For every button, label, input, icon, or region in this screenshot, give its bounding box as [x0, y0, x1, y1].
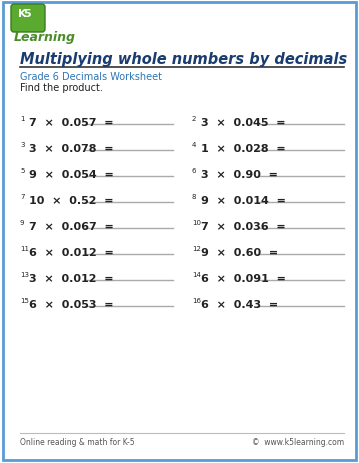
Text: 7: 7 — [20, 194, 24, 200]
Text: 9: 9 — [20, 219, 24, 225]
Text: 10: 10 — [192, 219, 201, 225]
Text: 6: 6 — [192, 168, 196, 174]
Text: 3  ×  0.078  =: 3 × 0.078 = — [29, 144, 113, 154]
FancyBboxPatch shape — [11, 5, 45, 33]
Text: Multiplying whole numbers by decimals: Multiplying whole numbers by decimals — [20, 52, 347, 67]
Text: Grade 6 Decimals Worksheet: Grade 6 Decimals Worksheet — [20, 72, 162, 82]
Text: 16: 16 — [192, 297, 201, 303]
Text: 1  ×  0.028  =: 1 × 0.028 = — [201, 144, 286, 154]
Text: 1: 1 — [20, 116, 24, 122]
Text: 3  ×  0.012  =: 3 × 0.012 = — [29, 274, 113, 283]
Text: 6  ×  0.091  =: 6 × 0.091 = — [201, 274, 286, 283]
Text: ©  www.k5learning.com: © www.k5learning.com — [252, 437, 344, 446]
Text: 9  ×  0.60  =: 9 × 0.60 = — [201, 247, 278, 257]
Text: 3  ×  0.045  =: 3 × 0.045 = — [201, 118, 285, 128]
Text: 6  ×  0.43  =: 6 × 0.43 = — [201, 300, 278, 309]
Text: 5: 5 — [20, 168, 24, 174]
Text: K: K — [18, 9, 27, 19]
Text: 6  ×  0.053  =: 6 × 0.053 = — [29, 300, 113, 309]
Text: 4: 4 — [192, 142, 196, 148]
Text: 6  ×  0.012  =: 6 × 0.012 = — [29, 247, 114, 257]
Text: 7  ×  0.036  =: 7 × 0.036 = — [201, 221, 286, 232]
Text: 9  ×  0.054  =: 9 × 0.054 = — [29, 169, 114, 180]
FancyBboxPatch shape — [3, 3, 356, 460]
Text: 14: 14 — [192, 271, 201, 277]
Text: 9  ×  0.014  =: 9 × 0.014 = — [201, 195, 286, 206]
Text: 2: 2 — [192, 116, 196, 122]
Text: 3: 3 — [20, 142, 24, 148]
Text: 11: 11 — [20, 245, 29, 251]
Text: 12: 12 — [192, 245, 201, 251]
Text: 7  ×  0.057  =: 7 × 0.057 = — [29, 118, 113, 128]
Text: 7  ×  0.067  =: 7 × 0.067 = — [29, 221, 114, 232]
Text: 10  ×  0.52  =: 10 × 0.52 = — [29, 195, 113, 206]
Text: 13: 13 — [20, 271, 29, 277]
Text: 15: 15 — [20, 297, 29, 303]
Text: 5: 5 — [23, 9, 31, 19]
Text: Learning: Learning — [14, 31, 76, 44]
Text: 8: 8 — [192, 194, 196, 200]
Text: 3  ×  0.90  =: 3 × 0.90 = — [201, 169, 278, 180]
Text: Find the product.: Find the product. — [20, 83, 103, 93]
Text: Online reading & math for K-5: Online reading & math for K-5 — [20, 437, 135, 446]
